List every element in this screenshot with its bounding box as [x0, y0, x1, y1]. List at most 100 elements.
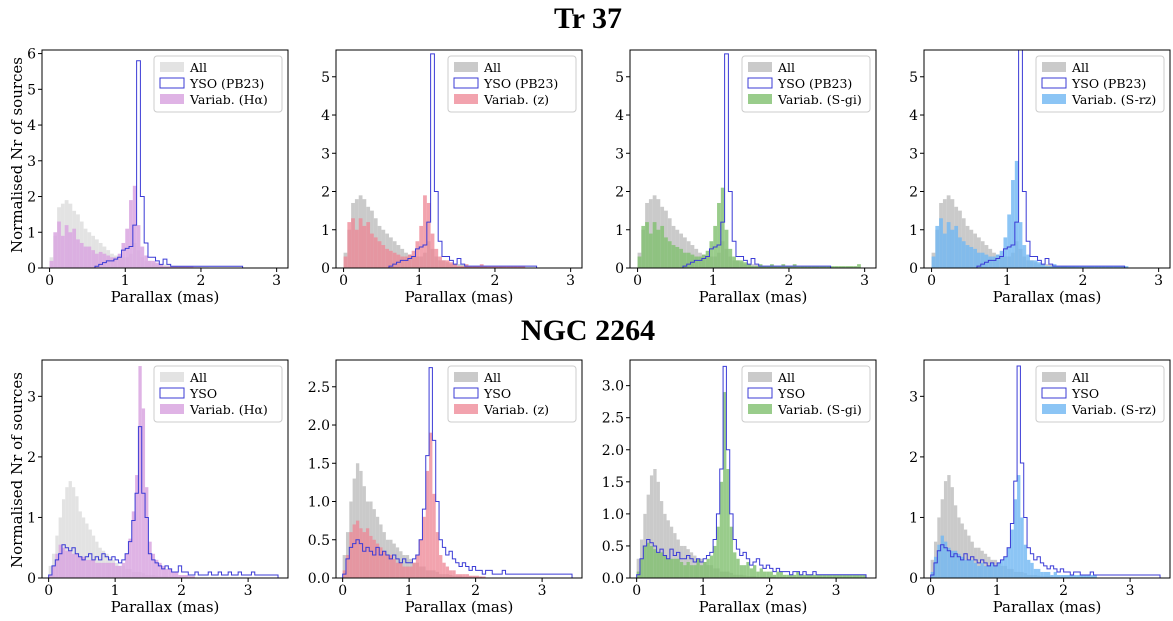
histogram-bar [129, 200, 133, 268]
histogram-bar [950, 229, 955, 268]
histogram-bar [1003, 237, 1008, 268]
histogram-bar [933, 556, 938, 578]
histogram-bar [792, 574, 797, 578]
x-axis-label: Parallax (mas) [111, 598, 220, 616]
y-tick-label: 1 [909, 510, 918, 526]
legend-entry: YSO [189, 386, 217, 401]
histogram-bar [686, 252, 691, 268]
histogram-bar [836, 574, 840, 578]
histogram-bar [838, 266, 842, 268]
histogram-bar [478, 576, 483, 578]
legend-swatch [454, 372, 478, 382]
histogram-bar [786, 574, 790, 578]
legend-entry: Variab. (z) [483, 402, 549, 417]
histogram-bar [846, 574, 850, 578]
histogram-bar [646, 494, 650, 578]
histogram-bar [405, 566, 410, 578]
x-tick-label: 3 [860, 273, 869, 289]
histogram-bar [726, 469, 730, 578]
y-tick-label: 4 [615, 108, 624, 124]
histogram-bar [1043, 571, 1047, 578]
series-srz [930, 475, 1097, 578]
histogram-bar [943, 541, 948, 578]
legend-entry: YSO (PB23) [189, 76, 264, 91]
histogram-bar [676, 558, 680, 578]
y-tick-label: 1.0 [308, 495, 330, 511]
histogram-bar [990, 562, 994, 578]
histogram-bar [1086, 266, 1091, 268]
histogram-bar [845, 266, 850, 268]
histogram-bar [1079, 266, 1083, 268]
histogram-bar [1037, 262, 1042, 268]
histogram-bar [683, 565, 687, 578]
y-tick-label: 4 [321, 108, 330, 124]
histogram-bar [754, 266, 759, 268]
histogram-bar [517, 266, 522, 268]
histogram-bar [829, 574, 833, 578]
histogram-bar [1076, 574, 1081, 578]
histogram-bar [950, 550, 954, 578]
legend-swatch [748, 94, 772, 104]
histogram-bar [442, 562, 446, 578]
histogram-bar [60, 235, 65, 268]
histogram-bar [174, 266, 179, 268]
histogram-bar [184, 574, 189, 578]
histogram-bar [762, 571, 767, 578]
x-tick-label: 2 [1078, 273, 1087, 289]
histogram-bar [746, 561, 750, 578]
histogram-bar [68, 550, 72, 578]
histogram-bar [1063, 574, 1067, 578]
histogram-bar [476, 266, 480, 268]
histogram-bar [392, 558, 396, 578]
legend-box [741, 55, 871, 113]
histogram-bar [832, 574, 837, 578]
histogram-bar [976, 252, 981, 268]
histogram-bar [1026, 254, 1030, 268]
histogram-bar [705, 250, 710, 268]
histogram-bar [807, 266, 812, 268]
y-tick-label: 5 [321, 70, 330, 86]
histogram-bar [110, 257, 114, 268]
histogram-bar [987, 565, 991, 578]
legend-entry: YSO (PB23) [777, 76, 852, 91]
histogram-bar [751, 266, 755, 268]
y-tick-label: 4 [909, 108, 918, 124]
histogram-bar [95, 541, 99, 578]
x-axis-label: Parallax (mas) [405, 598, 514, 616]
histogram-bar [656, 552, 660, 578]
histogram-bar [131, 511, 136, 578]
histogram-bar [717, 202, 721, 268]
y-tick-label: 0.5 [308, 533, 330, 549]
histogram-bar [709, 241, 714, 268]
histogram-bar [822, 574, 827, 578]
plot-area [49, 60, 244, 268]
histogram-bar [815, 266, 820, 268]
x-tick-label: 1 [111, 583, 120, 599]
histogram-bar [800, 266, 805, 268]
histogram-bar [55, 553, 59, 578]
histogram-bar [88, 559, 92, 578]
y-tick-label: 3 [909, 146, 918, 162]
y-tick-label: 4 [27, 118, 36, 134]
x-tick-label: 0 [44, 583, 53, 599]
histogram-bar [646, 542, 650, 578]
histogram-bar [648, 233, 653, 268]
histogram-bar [1075, 266, 1080, 268]
x-axis-label: Parallax (mas) [699, 598, 808, 616]
histogram-bar [694, 256, 699, 268]
axes-frame [41, 359, 289, 579]
legend-entry: YSO [1071, 386, 1099, 401]
histogram-bar [171, 571, 175, 578]
y-tick-label: 2 [909, 185, 918, 201]
histogram-bar [155, 262, 160, 268]
chart-panel: 0 1 2 3 0.0 0.5 1.0 1.5 2.0 2.5 Parallax (mas) AllY… [308, 359, 583, 616]
y-tick-label: 3 [615, 146, 624, 162]
histogram-bar [756, 571, 760, 578]
